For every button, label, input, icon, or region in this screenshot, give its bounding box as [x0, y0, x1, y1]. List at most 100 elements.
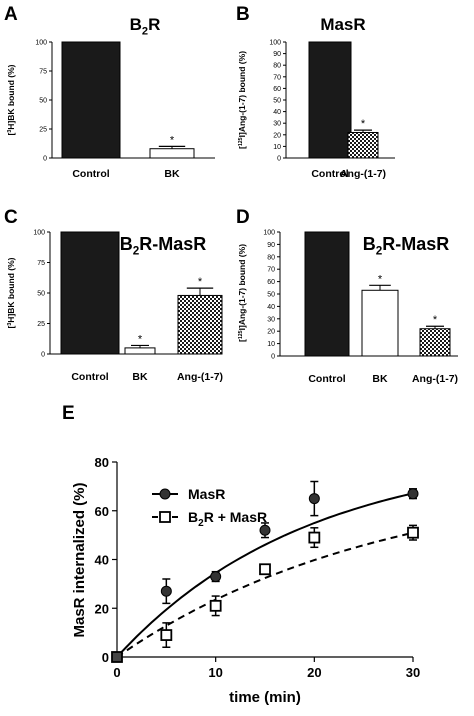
y-tick-label: 0	[43, 156, 47, 163]
panel-label: A	[4, 4, 18, 25]
panel-label: E	[62, 403, 75, 424]
y-tick-label: 75	[37, 260, 45, 267]
y-tick-label: 80	[267, 254, 275, 261]
bar-2	[361, 289, 399, 357]
data-point-masr	[160, 585, 172, 597]
panel-label: B	[236, 4, 250, 25]
x-tick-label: Control	[311, 168, 348, 180]
y-tick-label: 50	[267, 292, 275, 299]
significance-marker: *	[138, 333, 143, 345]
y-axis-label: [3H]BK bound (%)	[6, 257, 16, 328]
data-point-b2r-masr	[209, 599, 222, 612]
x-tick-label: BK	[132, 371, 148, 383]
y-tick-label: 30	[273, 121, 281, 128]
y-tick-label: 50	[39, 98, 47, 105]
data-point-b2r-masr	[259, 563, 271, 576]
significance-marker: *	[170, 134, 175, 146]
y-axis-label: [125I]Ang-(1-7) bound (%)	[237, 244, 247, 342]
y-tick-label: 100	[35, 40, 47, 47]
y-tick-label: 0	[271, 354, 275, 361]
y-tick-label: 75	[39, 69, 47, 76]
y-tick-label: 100	[269, 40, 281, 47]
legend-label-masr: MasR	[188, 486, 225, 502]
data-point-b2r-masr	[111, 651, 123, 663]
y-tick-label: 25	[37, 321, 45, 328]
significance-marker: *	[378, 273, 383, 285]
x-tick-label: Ang-(1-7)	[340, 168, 386, 180]
bar-1	[61, 41, 121, 159]
x-tick-label: 0	[113, 665, 120, 680]
panel-title: B2R-MasR	[120, 234, 207, 258]
y-tick-label: 40	[273, 109, 281, 116]
data-point-masr	[407, 488, 419, 500]
y-tick-label: 40	[95, 553, 109, 568]
y-tick-label: 60	[273, 86, 281, 93]
y-tick-label: 80	[95, 455, 109, 470]
panel-d: D B2R-MasR [125I]Ang-(1-7) bound (%) 0 10 20 3…	[236, 207, 458, 385]
y-tick-label: 20	[95, 601, 109, 616]
x-axis-label: time (min)	[229, 689, 301, 706]
bar-2	[149, 148, 195, 159]
y-tick-label: 100	[263, 230, 275, 237]
fit-curve-2	[116, 531, 414, 658]
legend: MasR B2R + MasR	[152, 486, 267, 529]
bar-1	[304, 231, 350, 357]
x-tick-label: 10	[208, 665, 222, 680]
panel-title: B2R-MasR	[363, 234, 450, 258]
y-axis-label: [125I]Ang-(1-7) bound (%)	[237, 51, 247, 149]
y-tick-label: 10	[267, 341, 275, 348]
significance-marker: *	[361, 118, 366, 130]
x-tick-label: 20	[307, 665, 321, 680]
panel-title: MasR	[320, 15, 365, 34]
data-point-b2r-masr	[407, 526, 419, 539]
y-tick-label: 0	[277, 156, 281, 163]
y-tick-label: 10	[273, 144, 281, 151]
x-tick-label: BK	[372, 373, 388, 385]
fit-curve-1	[116, 492, 414, 658]
y-axis-label: MasR internalized (%)	[71, 482, 88, 637]
y-tick-label: 70	[273, 74, 281, 81]
data-point-masr	[308, 493, 320, 505]
y-axis-label: [3H]BK bound (%)	[6, 64, 16, 135]
bar-1	[308, 41, 352, 159]
data-point-b2r-masr	[308, 531, 321, 544]
y-tick-label: 30	[267, 316, 275, 323]
y-tick-label: 80	[273, 63, 281, 70]
y-tick-label: 100	[33, 230, 45, 237]
x-tick-label: Ang-(1-7)	[412, 373, 458, 385]
significance-marker: *	[433, 314, 438, 326]
legend-label-b2r-masr: B2R + MasR	[188, 509, 267, 529]
bar-2	[347, 131, 379, 159]
x-tick-label: BK	[164, 168, 180, 180]
panel-label: C	[4, 207, 18, 228]
panel-title: B2R	[130, 15, 161, 37]
significance-marker: *	[198, 276, 203, 288]
y-tick-label: 60	[267, 279, 275, 286]
y-tick-label: 20	[267, 329, 275, 336]
legend-marker-masr	[159, 488, 171, 500]
data-point-masr	[210, 571, 222, 583]
data-point-masr	[259, 524, 271, 536]
x-tick-label: Control	[71, 371, 108, 383]
y-tick-label: 50	[37, 291, 45, 298]
bar-2	[124, 347, 156, 355]
y-tick-label: 90	[267, 242, 275, 249]
y-tick-label: 40	[267, 304, 275, 311]
y-tick-label: 90	[273, 51, 281, 58]
data-point-b2r-masr	[160, 629, 173, 641]
x-tick-label: Ang-(1-7)	[177, 371, 223, 383]
bar-1	[60, 231, 120, 355]
y-tick-label: 70	[267, 267, 275, 274]
y-tick-label: 60	[95, 504, 109, 519]
bar-3	[419, 328, 451, 357]
y-tick-label: 0	[41, 352, 45, 359]
panel-b: B MasR [125I]Ang-(1-7) bound (%) 0 10 20 30 40 5…	[236, 4, 395, 180]
y-tick-label: 25	[39, 127, 47, 134]
panel-e: E MasR internalized (%) time (min) 0 20 40 60 8…	[62, 403, 420, 706]
x-tick-label: 30	[406, 665, 420, 680]
y-tick-label: 0	[102, 650, 109, 665]
panel-label: D	[236, 207, 250, 228]
x-tick-label: Control	[308, 373, 345, 385]
y-tick-label: 50	[273, 98, 281, 105]
